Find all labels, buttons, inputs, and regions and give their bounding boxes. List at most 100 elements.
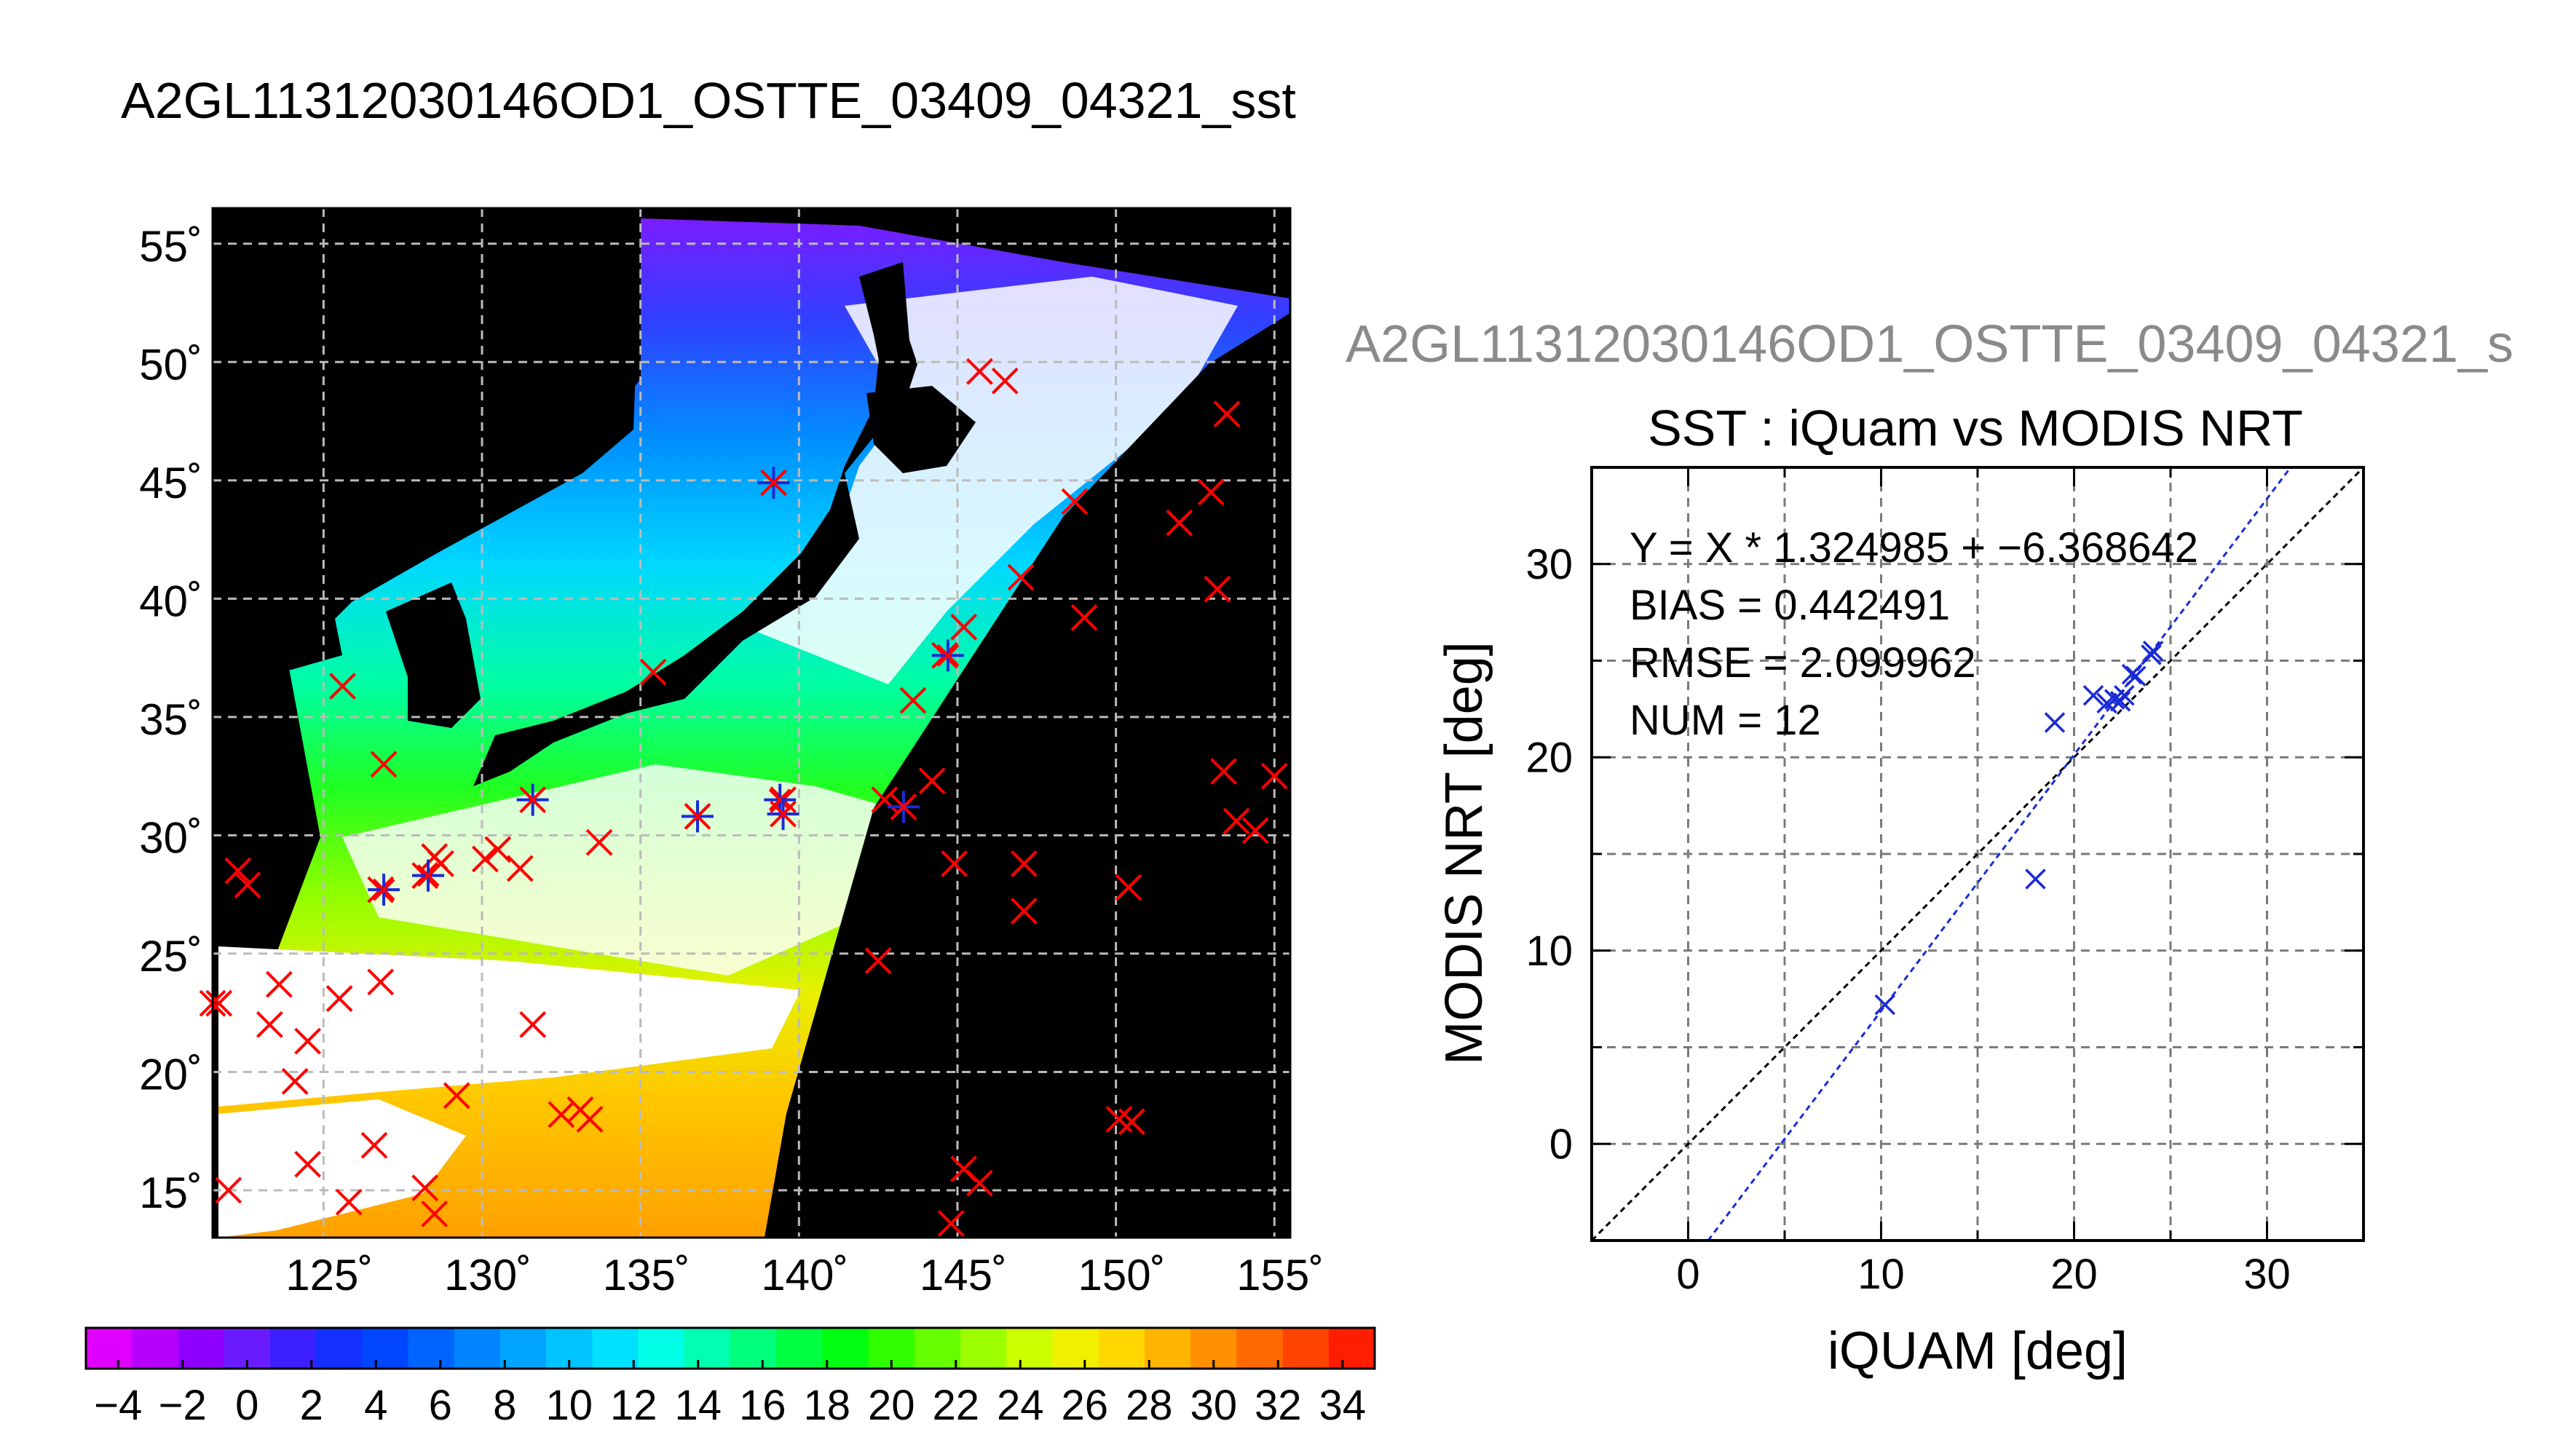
- map-marker: [519, 1011, 547, 1038]
- colorbar-segment: [316, 1328, 363, 1369]
- colorbar-label: 32: [1255, 1382, 1302, 1429]
- map-marker: [294, 1027, 322, 1055]
- scatter-point: [2025, 869, 2046, 890]
- map-lat-label: 25˚: [139, 932, 202, 981]
- colorbar-label: 28: [1126, 1382, 1173, 1429]
- map-marker: [1223, 807, 1250, 835]
- map-matched-cross: [372, 878, 395, 901]
- cloud-patch: [218, 946, 801, 1107]
- cloud-patch: [342, 764, 917, 976]
- scatter-point: [2114, 685, 2135, 706]
- colorbar-label: 30: [1190, 1382, 1237, 1429]
- colorbar-segment: [638, 1328, 685, 1369]
- scatter-point: [2142, 640, 2164, 662]
- map-lon-label: 145˚: [920, 1251, 1007, 1299]
- colorbar-label: 0: [235, 1382, 258, 1429]
- map-lon-labels: 125˚ 130˚ 135˚ 140˚ 145˚ 150˚ 155˚: [285, 1251, 1324, 1299]
- x-tick-label: 10: [1857, 1251, 1905, 1298]
- map-marker: [421, 1200, 449, 1227]
- map-marker: [325, 985, 353, 1013]
- map-marker: [367, 968, 395, 996]
- colorbar-segment: [592, 1328, 639, 1369]
- map-lat-label: 40˚: [139, 577, 202, 625]
- map-marker: [1118, 1108, 1145, 1136]
- map-marker: [864, 947, 892, 975]
- map-marker: [1210, 758, 1238, 786]
- scatter-point: [2044, 712, 2066, 733]
- swath-dark-east: [765, 313, 1290, 1238]
- scatter-frame: [1590, 466, 2365, 1242]
- map-marker: [1166, 509, 1193, 537]
- map-marker: [294, 1150, 322, 1178]
- map-marker: [360, 1131, 388, 1159]
- scatter-point: [2141, 644, 2162, 665]
- map-lat-label: 35˚: [139, 695, 202, 744]
- page-title: A2GL11312030146OD1_OSTTE_03409_04321_sst: [121, 72, 1296, 129]
- y-tick-label: 30: [1525, 541, 1573, 588]
- colorbar-label: −4: [94, 1382, 142, 1429]
- land-japan: [473, 277, 917, 786]
- colorbar-segment: [1052, 1328, 1099, 1369]
- map-marker: [281, 1068, 309, 1095]
- map-lon-label: 135˚: [603, 1251, 690, 1299]
- scatter-point: [1874, 994, 1896, 1016]
- map-frame: [211, 207, 1292, 1239]
- map-matched-cross: [521, 788, 545, 812]
- scatter-y-tick-labels: 0 10 20 30: [1525, 541, 1573, 1168]
- map-marker: [265, 970, 293, 998]
- colorbar-label: 16: [739, 1382, 786, 1429]
- x-tick-label: 30: [2243, 1251, 2291, 1298]
- map-marker: [548, 1101, 575, 1128]
- map-lon-label: 155˚: [1236, 1251, 1324, 1299]
- x-tick-label: 20: [2050, 1251, 2098, 1298]
- map-lat-label: 15˚: [139, 1168, 202, 1217]
- map-marker: [335, 1188, 363, 1216]
- map-matched-cross: [416, 864, 440, 887]
- map-marker: [370, 751, 398, 778]
- map-marker: [1213, 400, 1241, 428]
- map-marker: [1007, 563, 1035, 591]
- map-lon-label: 150˚: [1078, 1251, 1166, 1299]
- map-marker: [1197, 478, 1225, 506]
- colorbar-segment: [914, 1328, 962, 1369]
- colorbar-label: 2: [300, 1382, 323, 1429]
- map-marker: [965, 357, 993, 385]
- map-matched-marker: [887, 791, 920, 823]
- colorbar-label: 20: [868, 1382, 915, 1429]
- colorbar-label: −2: [159, 1382, 207, 1429]
- map-marker: [585, 828, 613, 856]
- cloud-patch: [743, 277, 1238, 684]
- fit-line: [1707, 467, 2292, 1241]
- map-marker: [1115, 874, 1142, 901]
- colorbar-segment: [1144, 1328, 1192, 1369]
- map-marker: [234, 871, 261, 899]
- land-asia: [213, 208, 641, 670]
- scatter-point: [2109, 691, 2131, 712]
- map-marker: [215, 1176, 242, 1204]
- map-lat-label: 20˚: [139, 1050, 202, 1099]
- map-marker: [991, 367, 1019, 395]
- colorbar-segment: [178, 1328, 225, 1369]
- colorbar-label: 24: [997, 1382, 1044, 1429]
- colorbar-label: 14: [674, 1382, 722, 1429]
- colorbar-segment: [1328, 1328, 1375, 1369]
- colorbar-segment: [1098, 1328, 1145, 1369]
- map-matched-cross: [686, 804, 709, 828]
- land-korea: [386, 582, 481, 728]
- colorbar-segment: [454, 1328, 501, 1369]
- map-marker: [1070, 604, 1098, 631]
- stats-line: Y = X * 1.324985 + −6.368642: [1630, 524, 2198, 571]
- land-hokkaido: [866, 386, 976, 473]
- map-lon-label: 140˚: [761, 1251, 848, 1299]
- scatter-grid: [1592, 467, 2364, 1241]
- map-marker: [411, 1174, 439, 1202]
- y-tick-label: 10: [1525, 927, 1573, 975]
- map-lat-label: 30˚: [139, 813, 202, 862]
- x-axis-label: iQUAM [deg]: [1828, 1322, 2128, 1380]
- scatter-points: [1874, 640, 2164, 1016]
- map-lat-labels: 55˚ 50˚ 45˚ 40˚ 35˚ 30˚ 25˚ 20˚ 15˚: [139, 222, 202, 1217]
- colorbar-label: 12: [610, 1382, 657, 1429]
- land-sakhalin: [859, 262, 910, 408]
- colorbar-segment: [684, 1328, 731, 1369]
